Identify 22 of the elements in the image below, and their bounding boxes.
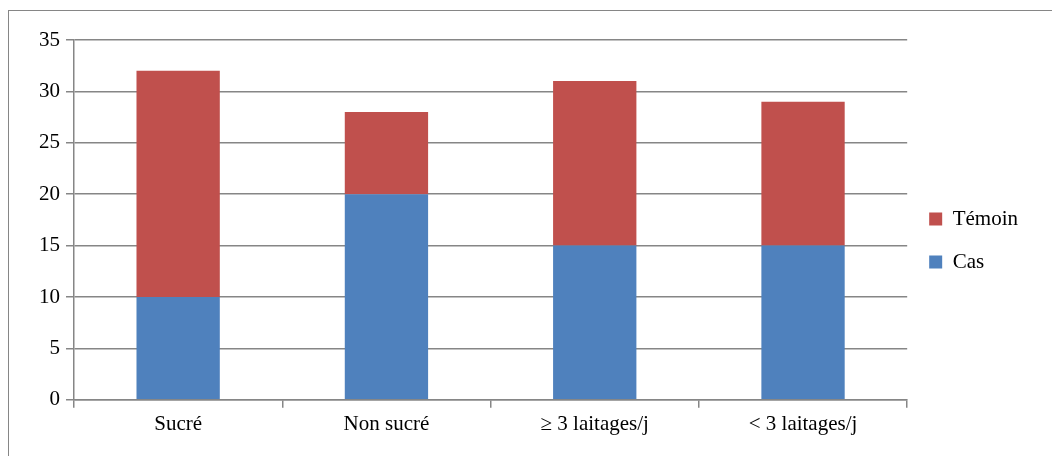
- y-tick-label: 10: [39, 283, 60, 308]
- x-tick-label: ≥ 3 laitages/j: [540, 410, 649, 435]
- y-tick-label: 35: [39, 26, 60, 51]
- bar: [136, 70, 220, 297]
- bar: [761, 101, 845, 246]
- x-tick-label: Sucré: [154, 410, 203, 435]
- legend-label: Témoin: [952, 205, 1019, 230]
- y-tick-label: 25: [39, 129, 60, 154]
- bar: [344, 111, 429, 195]
- x-tick-label: < 3 laitages/j: [748, 410, 858, 435]
- y-tick-label: 20: [39, 180, 60, 205]
- legend-label: Cas: [952, 248, 985, 273]
- bar: [761, 245, 845, 400]
- bar: [553, 245, 637, 400]
- bar: [344, 194, 429, 400]
- y-tick-label: 15: [39, 232, 60, 257]
- y-tick-label: 5: [49, 334, 60, 359]
- bar: [136, 297, 220, 400]
- y-tick-label: 30: [39, 77, 60, 102]
- x-tick-label: Non sucré: [343, 410, 430, 435]
- bar: [553, 81, 637, 246]
- y-tick-label: 0: [49, 386, 60, 411]
